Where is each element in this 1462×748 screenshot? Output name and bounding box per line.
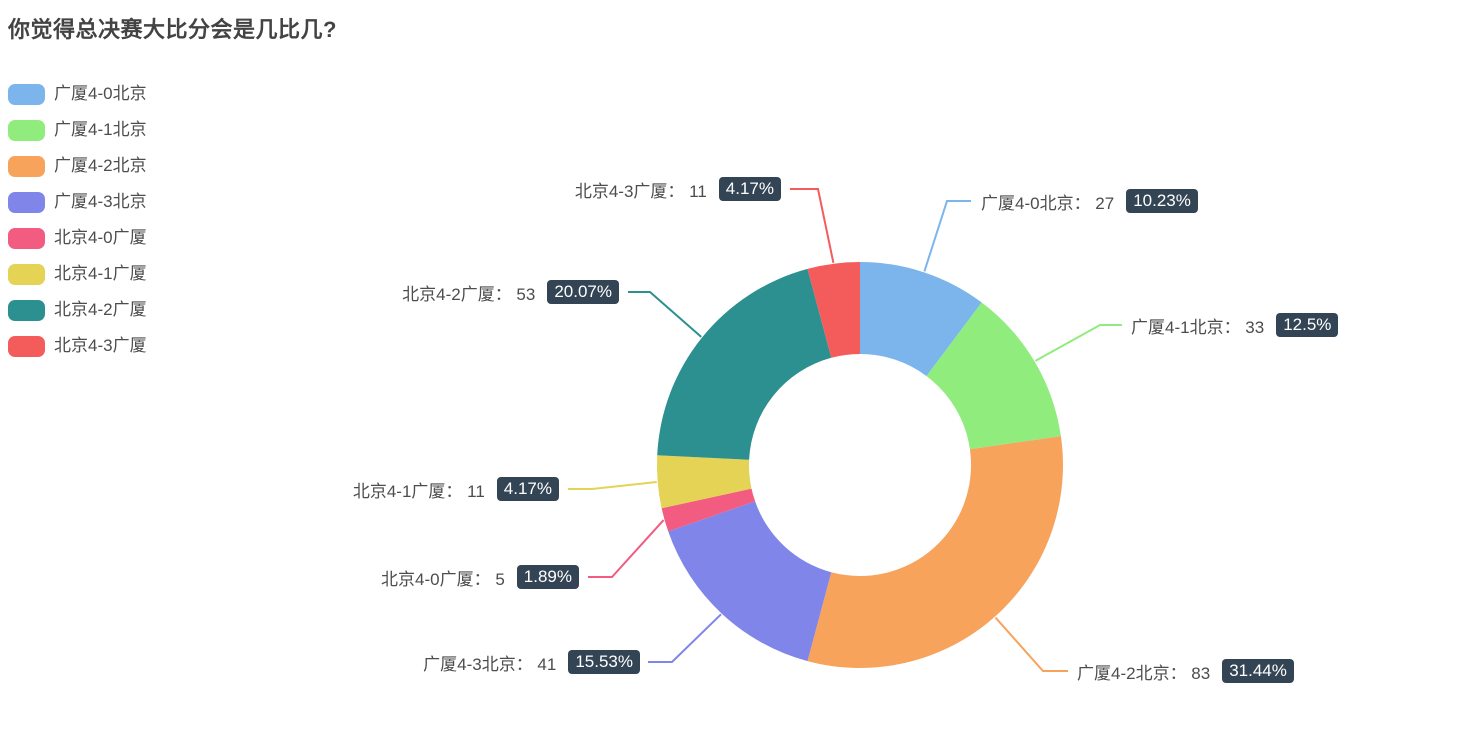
legend-item-label: 广厦4-1北京 [54, 120, 147, 139]
label-line-1 [1034, 324, 1122, 362]
legend-swatch-icon [8, 227, 45, 249]
legend-swatch-icon [8, 155, 45, 177]
legend-item-0[interactable]: 广厦4-0北京 [8, 83, 147, 105]
pie-slice-3[interactable] [668, 501, 832, 662]
pie-slice-0[interactable] [860, 262, 982, 377]
label-line-3 [648, 613, 722, 663]
legend-item-label: 北京4-1广厦 [54, 264, 147, 283]
label-line-4 [588, 519, 665, 578]
legend-item-label: 北京4-0广厦 [54, 228, 147, 247]
label-line-6 [628, 291, 702, 338]
pie-slice-7[interactable] [807, 262, 861, 358]
legend-swatch-icon [8, 119, 45, 141]
legend-item-label: 北京4-2广厦 [54, 300, 147, 319]
label-line-7 [790, 188, 835, 264]
label-line-5 [568, 481, 657, 490]
legend-swatch-icon [8, 83, 45, 105]
label-line-2 [994, 616, 1068, 672]
label-line-0 [923, 200, 971, 272]
legend-item-label: 广厦4-3北京 [54, 192, 147, 211]
legend-item-3[interactable]: 广厦4-3北京 [8, 191, 147, 213]
pie-slice-1[interactable] [926, 302, 1061, 450]
legend-item-label: 北京4-3广厦 [54, 336, 147, 355]
legend-item-6[interactable]: 北京4-2广厦 [8, 299, 147, 321]
legend-swatch-icon [8, 263, 45, 285]
pie-slice-2[interactable] [807, 436, 1063, 668]
legend-swatch-icon [8, 191, 45, 213]
legend-swatch-icon [8, 299, 45, 321]
legend-item-label: 广厦4-0北京 [54, 84, 147, 103]
legend-item-5[interactable]: 北京4-1广厦 [8, 263, 147, 285]
legend-item-7[interactable]: 北京4-3广厦 [8, 335, 147, 357]
pie-slice-5[interactable] [656, 455, 752, 509]
legend-item-2[interactable]: 广厦4-2北京 [8, 155, 147, 177]
legend-item-4[interactable]: 北京4-0广厦 [8, 227, 147, 249]
legend-item-label: 广厦4-2北京 [54, 156, 147, 175]
chart-title: 你觉得总决赛大比分会是几比几? [8, 17, 337, 42]
legend-item-1[interactable]: 广厦4-1北京 [8, 119, 147, 141]
pie-slice-4[interactable] [661, 488, 756, 532]
pie-slice-6[interactable] [657, 268, 832, 460]
legend: 广厦4-0北京 广厦4-1北京 广厦4-2北京 广厦4-3北京 北京4-0广厦 … [8, 83, 147, 357]
legend-swatch-icon [8, 335, 45, 357]
